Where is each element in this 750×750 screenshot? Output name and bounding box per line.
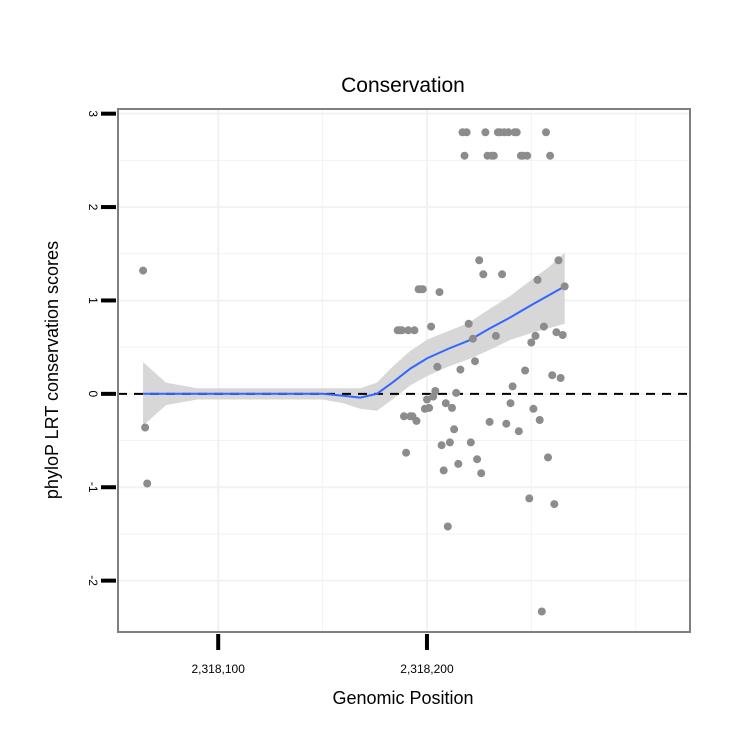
chart-title: Conservation <box>341 74 465 97</box>
data-point <box>550 500 559 509</box>
data-point <box>523 151 532 160</box>
data-point <box>546 151 555 160</box>
data-point <box>462 128 471 137</box>
data-point <box>491 331 500 340</box>
data-point <box>560 282 569 291</box>
data-point <box>533 275 542 284</box>
data-point <box>437 441 446 450</box>
data-point <box>477 469 486 478</box>
data-point <box>554 256 563 265</box>
panel-border <box>117 108 691 633</box>
data-point <box>141 423 150 432</box>
data-point <box>508 382 517 391</box>
y-tick-label: 1 <box>86 297 100 304</box>
data-point <box>471 357 479 366</box>
data-point <box>504 128 513 137</box>
data-point <box>427 322 436 331</box>
data-point <box>454 459 463 468</box>
data-point <box>556 374 565 382</box>
data-point <box>433 362 442 371</box>
y-tick-label: 0 <box>86 391 100 398</box>
data-point <box>542 128 550 137</box>
data-point <box>521 366 530 375</box>
y-tick-label: 2 <box>86 204 100 211</box>
data-point <box>466 438 475 447</box>
y-tick-label: -1 <box>86 482 100 493</box>
data-point <box>139 266 148 275</box>
data-point <box>544 453 552 462</box>
data-point <box>431 387 440 395</box>
axes: -2 -1 0 1 2 3 2,318,100 2,318,200 <box>86 110 454 676</box>
confidence-ribbon <box>143 252 565 426</box>
data-point <box>443 522 452 531</box>
data-point <box>537 607 546 616</box>
data-point <box>468 334 477 343</box>
data-point <box>502 419 511 428</box>
data-point <box>400 412 408 421</box>
data-point <box>464 319 473 328</box>
data-point <box>425 403 434 412</box>
data-point <box>485 417 494 426</box>
data-point <box>441 399 450 408</box>
data-point <box>539 322 548 331</box>
data-point <box>452 388 461 397</box>
data-point <box>527 338 536 347</box>
data-point <box>489 151 498 160</box>
data-point <box>514 427 523 436</box>
data-point <box>481 128 490 137</box>
data-point <box>529 404 538 413</box>
data-point <box>475 256 484 265</box>
data-point <box>402 448 411 457</box>
data-point <box>552 328 561 337</box>
data-point <box>535 416 544 424</box>
data-point <box>460 151 469 160</box>
confidence-ribbon-layer <box>143 252 565 426</box>
data-point <box>412 416 421 425</box>
data-point <box>418 285 427 294</box>
smooth-line <box>143 285 566 399</box>
data-point <box>439 466 448 475</box>
y-tick-label: -2 <box>86 575 100 586</box>
data-point <box>531 331 540 340</box>
data-point <box>435 288 444 297</box>
x-axis-label: Genomic Position <box>332 688 473 708</box>
data-point <box>445 438 454 447</box>
x-tick-label: 2,318,200 <box>400 662 454 676</box>
data-point <box>525 494 534 503</box>
data-point <box>548 371 557 380</box>
data-point <box>448 403 456 412</box>
data-point <box>456 365 465 374</box>
data-point <box>558 331 567 339</box>
data-point <box>506 399 515 408</box>
data-point <box>397 326 406 335</box>
data-point <box>479 270 488 279</box>
data-point <box>450 425 459 434</box>
data-point <box>512 128 521 137</box>
data-point <box>404 326 413 335</box>
data-point <box>410 326 419 335</box>
y-tick-label: 3 <box>86 110 100 117</box>
x-tick-label: 2,318,100 <box>192 662 246 676</box>
data-point <box>143 479 152 488</box>
points-layer <box>139 128 569 616</box>
data-point <box>473 455 482 464</box>
data-point <box>498 270 507 279</box>
data-point <box>423 395 431 404</box>
smooth-line-layer <box>143 285 566 399</box>
y-axis-label: phyloP LRT conservation scores <box>42 241 62 499</box>
